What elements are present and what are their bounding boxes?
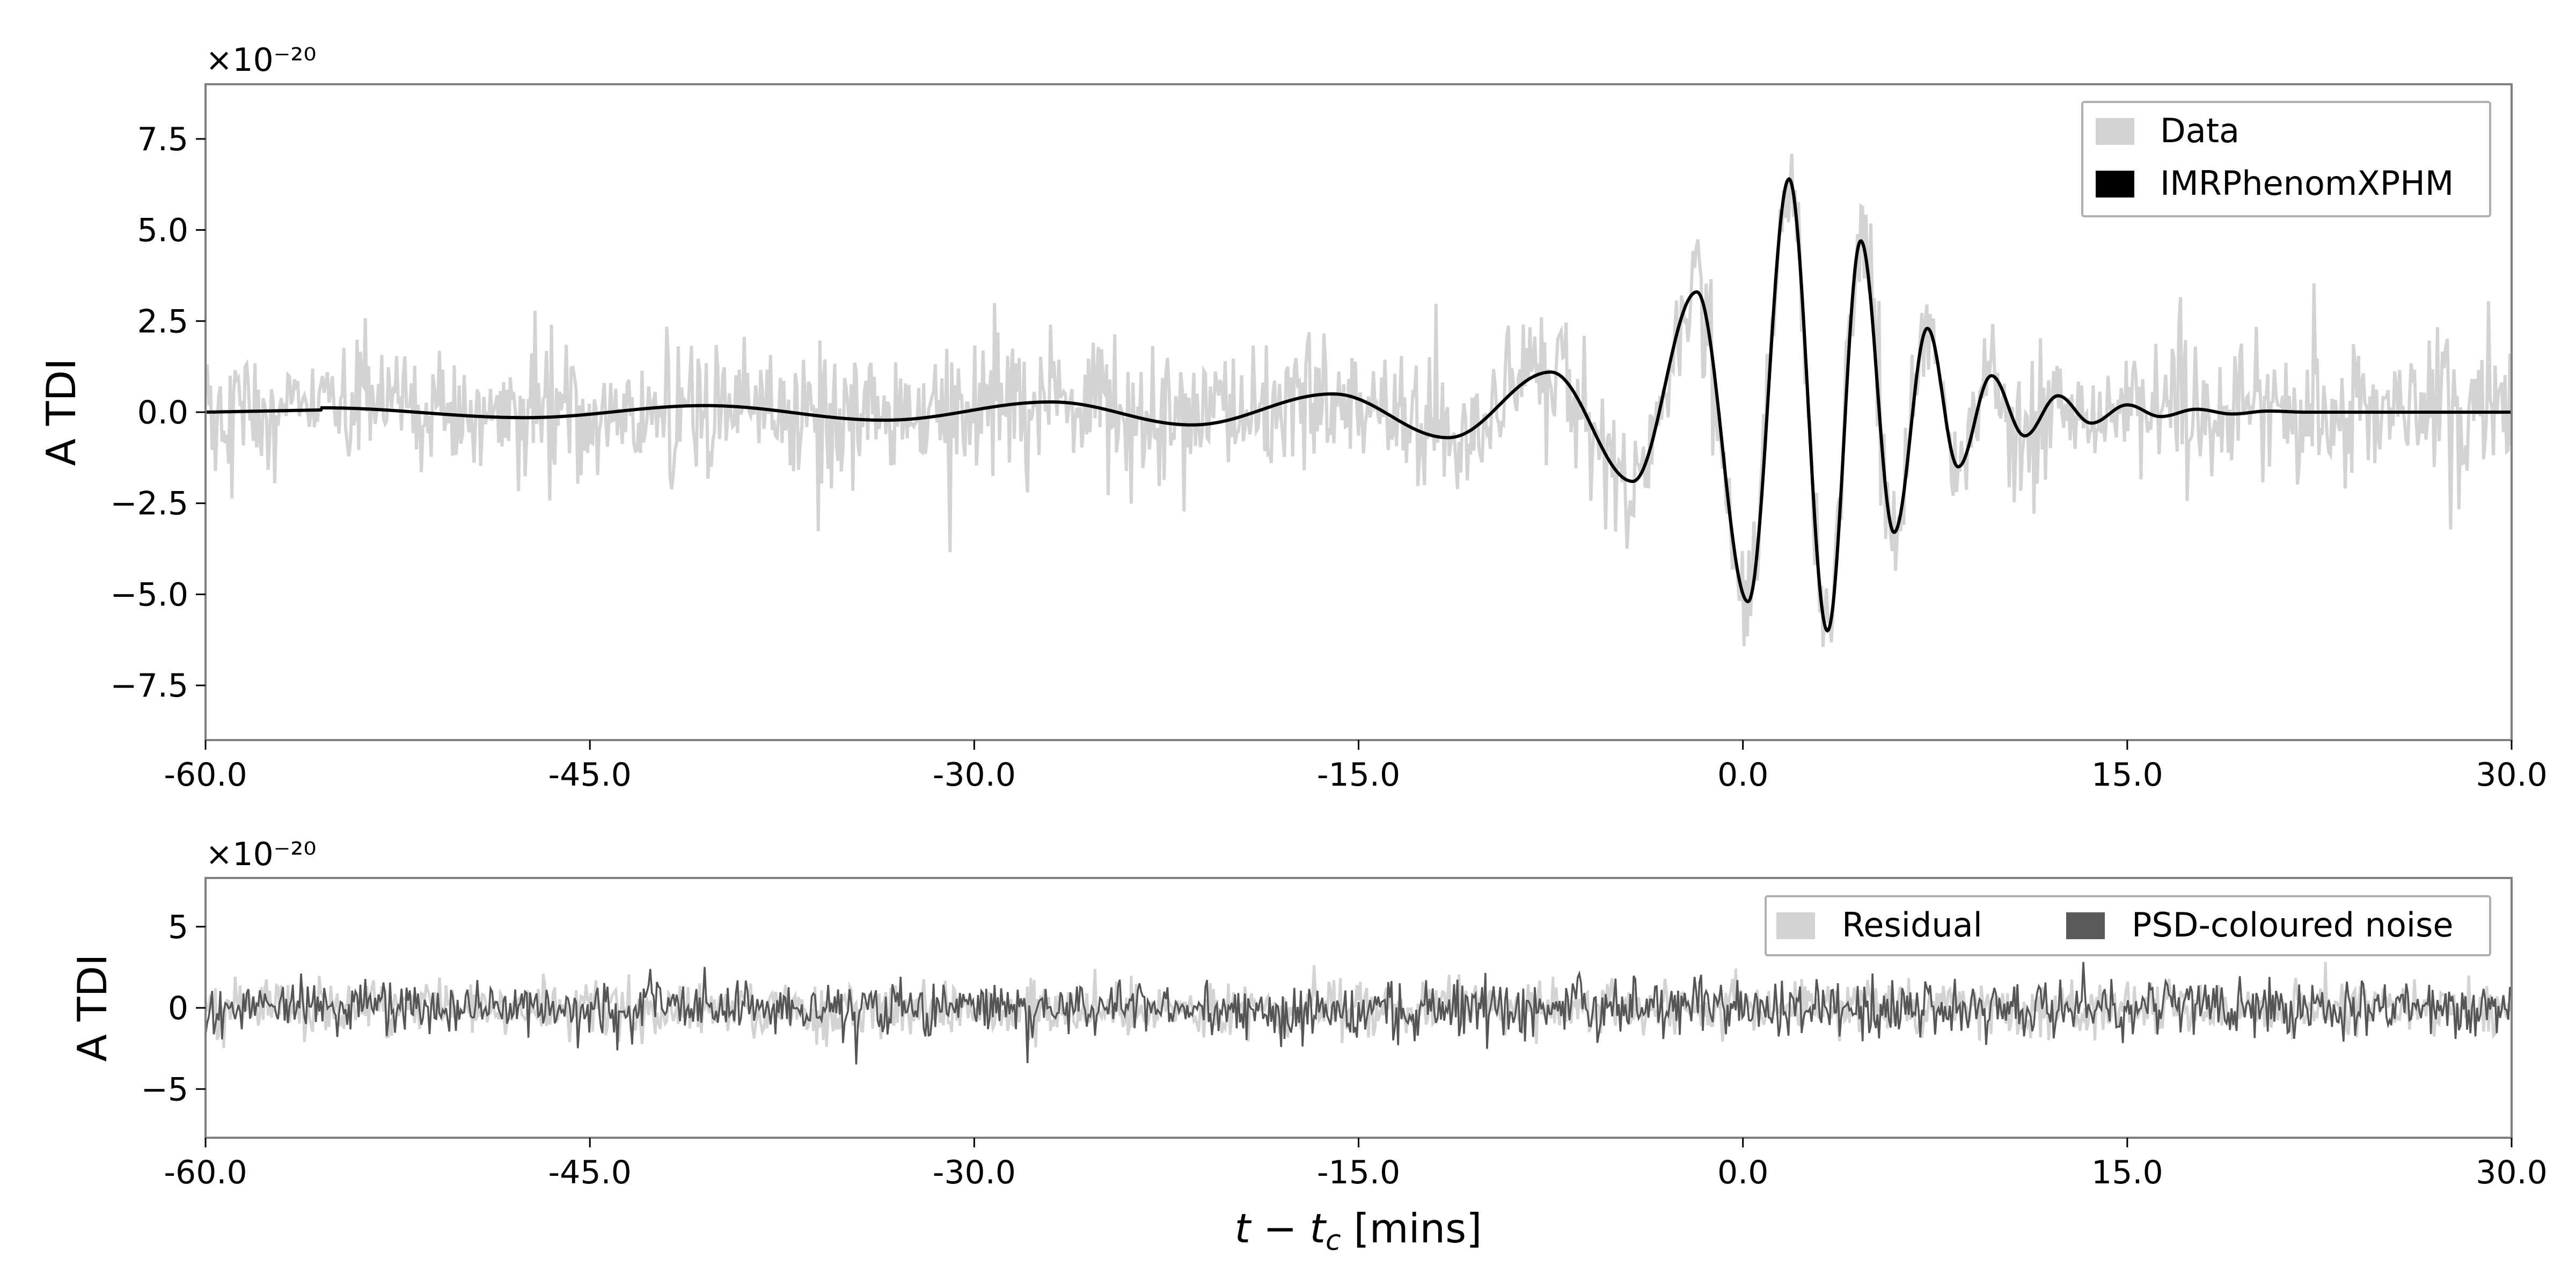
top-y-exponent: ×10⁻²⁰ [206, 41, 316, 79]
series-psd-noise-line [206, 962, 2512, 1065]
x-tick-label: 30.0 [2476, 1154, 2548, 1191]
y-tick-label: 7.5 [137, 121, 188, 158]
top-x-axis: -60.0 -45.0 -30.0 -15.0 0.0 15.0 30.0 [164, 740, 2548, 794]
legend-swatch-residual [1776, 912, 1815, 939]
bottom-panel: -60.0 -45.0 -30.0 -15.0 0.0 15.0 30.0 −5 0 5 ×10… [69, 836, 2548, 1257]
x-tick-label: -45.0 [548, 1154, 632, 1191]
x-tick-label: 0.0 [1717, 1154, 1768, 1191]
top-panel: -60.0 -45.0 -30.0 -15.0 0.0 15.0 30.0 −7.5 −5.0… [38, 41, 2548, 794]
y-tick-label: 2.5 [137, 303, 188, 340]
y-tick-label: −5 [141, 1071, 188, 1108]
series-residual-line [206, 962, 2512, 1048]
y-tick-label: −2.5 [110, 485, 188, 523]
top-series-layer [206, 153, 2512, 647]
top-legend: Data IMRPhenomXPHM [2081, 101, 2491, 217]
x-tick-label: 0.0 [1717, 756, 1768, 794]
x-tick-label: -15.0 [1317, 756, 1400, 794]
x-tick-label: 15.0 [2091, 756, 2163, 794]
x-tick-label: -45.0 [548, 756, 632, 794]
legend-swatch-data [2096, 118, 2134, 145]
top-legend-frame [2081, 101, 2491, 217]
bottom-legend: Residual PSD-coloured noise [1765, 895, 2491, 956]
x-axis-label: t − tc [mins] [1235, 1205, 1482, 1257]
y-tick-label: 5 [168, 909, 188, 946]
y-tick-label: −5.0 [110, 576, 188, 613]
x-tick-label: 30.0 [2476, 756, 2548, 794]
legend-label-model: IMRPhenomXPHM [2160, 164, 2454, 203]
bottom-x-axis: -60.0 -45.0 -30.0 -15.0 0.0 15.0 30.0 [164, 1138, 2548, 1191]
y-tick-label: 5.0 [137, 212, 188, 250]
legend-swatch-model [2096, 171, 2134, 197]
bottom-y-axis: −5 0 5 [141, 909, 206, 1108]
top-y-axis: −7.5 −5.0 −2.5 0.0 2.5 5.0 7.5 [110, 121, 206, 705]
x-tick-label: -60.0 [164, 1154, 247, 1191]
x-tick-label: -60.0 [164, 756, 247, 794]
legend-label-residual: Residual [1842, 905, 1982, 945]
bottom-legend-frame [1765, 895, 2491, 956]
bottom-y-exponent: ×10⁻²⁰ [206, 836, 316, 873]
legend-label-psd-noise: PSD-coloured noise [2132, 905, 2454, 945]
bottom-y-axis-label: A TDI [69, 954, 116, 1062]
series-data-line [206, 153, 2512, 647]
x-tick-label: -15.0 [1317, 1154, 1400, 1191]
x-tick-label: -30.0 [933, 1154, 1016, 1191]
x-tick-label: -30.0 [933, 756, 1016, 794]
legend-swatch-psd-noise [2066, 912, 2105, 939]
y-tick-label: 0.0 [137, 394, 188, 431]
x-tick-label: 15.0 [2091, 1154, 2163, 1191]
top-y-axis-label: A TDI [38, 358, 85, 466]
y-tick-label: 0 [168, 990, 188, 1027]
legend-label-data: Data [2160, 111, 2240, 150]
series-model-line [206, 177, 2512, 633]
y-tick-label: −7.5 [110, 667, 188, 705]
bottom-series-layer [206, 962, 2512, 1065]
